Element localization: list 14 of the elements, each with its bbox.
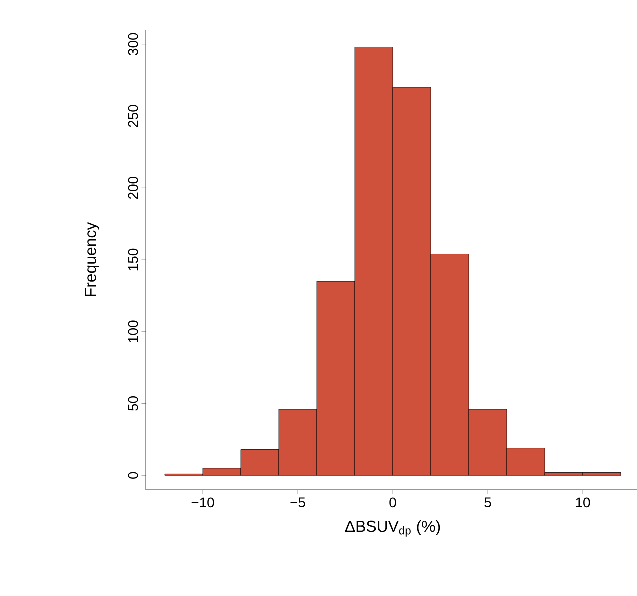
y-tick-label: 250: [128, 105, 138, 128]
x-tick-label: 10: [576, 498, 590, 508]
x-axis-title: ΔBSUV$_{dp}$ (%): [345, 520, 440, 537]
x-tick-label: 0: [390, 498, 396, 508]
x-tick-label: −5: [290, 498, 306, 508]
y-tick-label: 300: [128, 33, 138, 56]
x-tick-label: 5: [484, 498, 492, 508]
y-tick-label: 150: [128, 248, 138, 271]
x-tick-label: −10: [192, 498, 214, 508]
y-axis-title: Frequency: [85, 222, 100, 296]
y-tick-label: 0: [128, 472, 138, 479]
y-tick-label: 100: [128, 320, 138, 342]
y-tick-label: 50: [128, 396, 138, 411]
y-tick-label: 200: [128, 177, 138, 200]
